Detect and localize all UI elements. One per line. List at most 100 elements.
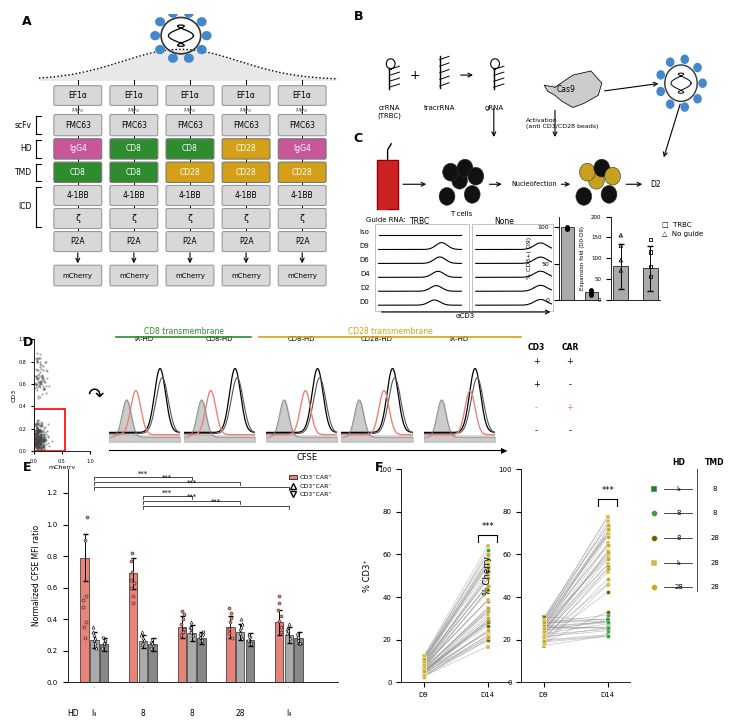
Point xyxy=(30,441,42,453)
Text: CD28 transmembrane: CD28 transmembrane xyxy=(347,327,432,336)
Point xyxy=(29,440,41,452)
Point xyxy=(418,661,430,672)
Text: I₄: I₄ xyxy=(286,709,292,718)
Text: ζ: ζ xyxy=(300,214,304,223)
Point xyxy=(32,435,44,446)
Point xyxy=(34,420,46,432)
Point xyxy=(602,573,613,585)
Point xyxy=(88,626,100,638)
Point xyxy=(538,624,550,635)
Point xyxy=(34,434,46,445)
Bar xyxy=(614,266,628,300)
Point xyxy=(31,422,43,434)
Point xyxy=(234,627,246,639)
FancyBboxPatch shape xyxy=(54,86,102,105)
Point xyxy=(34,420,46,432)
Point xyxy=(32,427,44,439)
Point xyxy=(602,624,613,635)
Point xyxy=(482,605,494,617)
Point xyxy=(482,619,494,630)
Point xyxy=(31,357,43,368)
Point xyxy=(602,562,613,574)
Point xyxy=(538,614,550,625)
Text: D4: D4 xyxy=(360,271,370,277)
Point xyxy=(32,440,44,452)
Text: Guide RNA:: Guide RNA: xyxy=(366,217,406,222)
Point xyxy=(98,639,109,651)
Point xyxy=(29,440,41,452)
Point xyxy=(96,643,108,655)
Point xyxy=(31,440,43,452)
Point xyxy=(482,627,494,638)
Point xyxy=(32,441,44,453)
Point xyxy=(31,417,43,429)
FancyBboxPatch shape xyxy=(278,86,326,105)
Circle shape xyxy=(468,168,484,185)
Text: mCherry: mCherry xyxy=(287,272,317,279)
Text: +: + xyxy=(566,403,574,412)
Point xyxy=(38,422,50,434)
FancyBboxPatch shape xyxy=(222,115,270,136)
Point xyxy=(32,443,44,454)
Point xyxy=(38,435,50,447)
Point xyxy=(34,434,46,445)
Point xyxy=(602,617,613,628)
FancyBboxPatch shape xyxy=(54,232,102,251)
Text: Myc: Myc xyxy=(184,108,196,113)
FancyBboxPatch shape xyxy=(222,86,270,105)
Point xyxy=(38,438,50,450)
Point xyxy=(482,570,494,582)
Point xyxy=(33,438,45,449)
Point xyxy=(34,432,46,443)
Point xyxy=(36,442,48,453)
Text: 28: 28 xyxy=(236,709,245,718)
Point xyxy=(29,443,41,454)
Point xyxy=(482,616,494,627)
Point xyxy=(34,358,46,370)
Point xyxy=(32,426,44,438)
Point xyxy=(36,369,48,380)
FancyBboxPatch shape xyxy=(110,186,158,206)
Point xyxy=(281,623,293,635)
Point xyxy=(482,630,494,642)
FancyBboxPatch shape xyxy=(54,186,102,206)
Text: D2: D2 xyxy=(360,284,370,291)
Point xyxy=(538,622,550,633)
Point xyxy=(33,379,45,391)
Point xyxy=(418,664,430,675)
Point xyxy=(482,584,494,596)
Text: △  No guide: △ No guide xyxy=(662,231,704,237)
Text: scFv: scFv xyxy=(15,121,32,130)
Point xyxy=(31,425,43,436)
FancyBboxPatch shape xyxy=(278,186,326,206)
Point xyxy=(38,383,50,395)
Point xyxy=(36,434,48,445)
Point xyxy=(39,356,51,367)
Point xyxy=(33,425,45,437)
Point xyxy=(648,483,660,495)
FancyBboxPatch shape xyxy=(54,139,102,159)
X-axis label: mCherry: mCherry xyxy=(48,465,76,470)
Point xyxy=(482,555,494,567)
Point xyxy=(482,614,494,626)
Point xyxy=(36,420,48,432)
Point xyxy=(602,579,613,591)
Point xyxy=(538,639,550,651)
Point xyxy=(32,435,44,447)
Text: Nucleofection: Nucleofection xyxy=(512,181,557,187)
Point xyxy=(538,622,550,634)
Point xyxy=(37,441,49,453)
Point xyxy=(482,553,494,565)
Point xyxy=(30,436,42,448)
FancyBboxPatch shape xyxy=(222,139,270,159)
Text: IgG4: IgG4 xyxy=(69,144,87,154)
Point xyxy=(31,435,43,447)
Point xyxy=(418,656,430,668)
Point xyxy=(30,370,42,381)
Point xyxy=(34,436,46,448)
Text: gRNA: gRNA xyxy=(484,105,503,111)
Point xyxy=(33,430,45,441)
Point xyxy=(538,635,550,647)
Point xyxy=(44,380,55,392)
Point xyxy=(37,371,49,383)
